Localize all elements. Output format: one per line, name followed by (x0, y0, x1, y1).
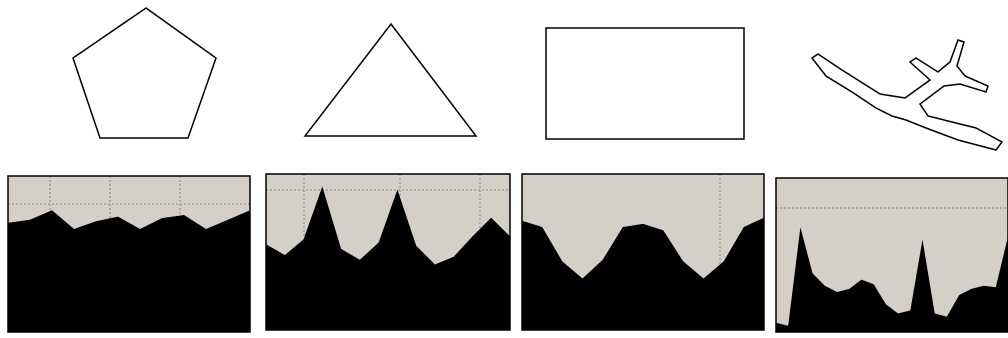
signature-area-pentagon (8, 210, 250, 332)
plot-frame (521, 173, 765, 331)
triangle-outline (303, 22, 478, 137)
plot-frame (7, 175, 251, 333)
signature-plot-pentagon (7, 175, 251, 333)
signature-plot-triangle (265, 173, 511, 331)
signature-plot-airplane (775, 177, 1008, 333)
signature-area-rectangle (522, 217, 764, 330)
signature-area-triangle (266, 186, 510, 330)
plot-frame (265, 173, 511, 331)
shape-outlines (72, 7, 1004, 151)
signature-plots (7, 173, 1008, 333)
plot-frame (775, 177, 1008, 333)
signature-plot-rectangle (521, 173, 765, 331)
signature-area-airplane (776, 227, 1008, 332)
rectangle-outline (545, 27, 745, 140)
pentagon-outline (72, 7, 217, 139)
airplane-outline (810, 39, 1004, 151)
